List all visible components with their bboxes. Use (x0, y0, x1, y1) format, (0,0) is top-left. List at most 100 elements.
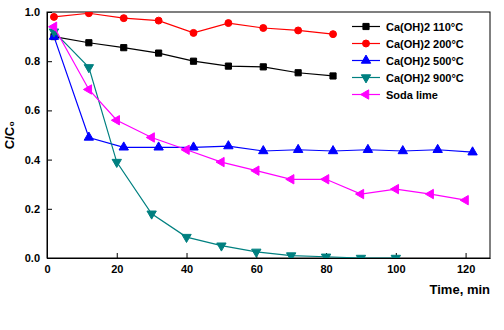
series-marker (295, 70, 301, 76)
legend-label: Ca(OH)2 500°C (386, 55, 464, 67)
series-marker (259, 146, 268, 154)
y-tick-label: 0.6 (25, 104, 40, 116)
x-tick-mark (117, 253, 118, 258)
series-marker (49, 22, 57, 31)
y-axis-line (47, 13, 48, 259)
x-tick: 100 (387, 253, 405, 275)
x-tick-label: 0 (44, 263, 50, 275)
x-tick-label: 20 (111, 263, 123, 275)
legend-item: Ca(OH)2 110°C (352, 21, 463, 33)
y-tick-label: 0.0 (25, 252, 40, 264)
series-marker (216, 157, 224, 166)
series-marker (225, 63, 231, 69)
series-marker (146, 133, 154, 142)
x-axis-line (48, 258, 491, 259)
y-tick-mark (47, 61, 52, 62)
legend-item: Soda lime (352, 89, 438, 101)
series-marker (154, 142, 163, 150)
y-tick: 0.4 (25, 154, 52, 166)
series-marker (321, 254, 330, 258)
series-marker (225, 20, 232, 27)
y-tick: 0.0 (25, 252, 52, 264)
y-tick-mark (47, 209, 52, 210)
y-tick: 0.8 (25, 55, 52, 67)
y-tick-mark (47, 258, 52, 259)
series-marker (286, 253, 295, 258)
series-marker (119, 142, 128, 150)
series-marker (121, 45, 127, 51)
series-marker (120, 15, 127, 22)
series-marker (391, 255, 400, 258)
chart: 0 20 40 60 80 100 120 0.0 0.2 0.4 0.6 0.8 1.0 Ca(OH)2… (0, 0, 504, 330)
legend-item: Ca(OH)2 200°C (352, 38, 464, 50)
series-marker (295, 27, 302, 34)
x-tick-label: 80 (320, 263, 332, 275)
x-tick-mark (187, 253, 188, 258)
y-tick: 1.0 (25, 6, 52, 18)
legend-box (346, 14, 488, 107)
series-marker (189, 142, 198, 150)
series-marker (363, 144, 372, 152)
series-marker (112, 159, 121, 167)
series-marker (425, 189, 433, 198)
series-marker (398, 146, 407, 154)
y-axis: 0.0 0.2 0.4 0.6 0.8 1.0 (25, 6, 52, 264)
series-marker (111, 116, 119, 125)
series-marker (460, 196, 468, 205)
x-tick-label: 100 (387, 263, 405, 275)
y-tick-mark (47, 160, 52, 161)
series-marker (286, 175, 294, 184)
x-tick-mark (466, 253, 467, 258)
series-marker (86, 40, 92, 46)
y-tick-mark (47, 110, 52, 111)
plot: 0 20 40 60 80 100 120 0.0 0.2 0.4 0.6 0.8 1.0 Ca(OH)2… (25, 6, 491, 275)
series-marker (468, 147, 477, 155)
y-tick-mark (47, 12, 52, 13)
series-marker (252, 249, 261, 257)
x-axis-title: Time, min (430, 282, 491, 297)
legend-label: Ca(OH)2 200°C (386, 38, 464, 50)
series-marker (321, 175, 329, 184)
series-marker (356, 189, 364, 198)
series-marker (390, 184, 398, 193)
x-axis: 0 20 40 60 80 100 120 (44, 253, 490, 275)
series-marker (224, 141, 233, 149)
series-marker (182, 234, 191, 242)
x-tick-label: 120 (457, 263, 475, 275)
x-tick: 40 (181, 253, 193, 275)
series-line (54, 32, 396, 258)
series-marker (85, 12, 92, 17)
series-marker (260, 25, 267, 32)
legend: Ca(OH)2 110°C Ca(OH)2 200°C Ca(OH)2 500°C C… (346, 14, 488, 107)
series-marker (251, 166, 259, 175)
series-marker (356, 255, 365, 258)
legend-label: Ca(OH)2 110°C (386, 21, 463, 33)
y-tick: 0.2 (25, 203, 52, 215)
series-marker (83, 85, 91, 94)
legend-marker (363, 40, 370, 47)
y-tick-label: 0.2 (25, 203, 40, 215)
y-tick-label: 0.4 (25, 154, 41, 166)
series-marker (156, 50, 162, 56)
series-marker (190, 29, 197, 36)
x-tick-label: 40 (181, 263, 193, 275)
plot-frame (47, 12, 490, 258)
series-marker (433, 144, 442, 152)
legend-marker (361, 55, 370, 63)
series-marker (330, 31, 337, 38)
x-tick: 80 (320, 253, 332, 275)
y-tick-label: 0.8 (25, 55, 40, 67)
legend-marker (361, 90, 369, 99)
series-marker (155, 17, 162, 24)
legend-label: Ca(OH)2 900°C (386, 72, 464, 84)
x-tick-label: 60 (251, 263, 263, 275)
series-marker (84, 65, 93, 73)
series-marker (260, 64, 266, 70)
legend-item: Ca(OH)2 500°C (352, 55, 464, 67)
series-marker (330, 73, 336, 79)
series-marker (328, 146, 337, 154)
y-tick: 0.6 (25, 104, 52, 116)
series-line (54, 37, 333, 76)
y-axis-title: C/C₀ (2, 121, 17, 149)
x-tick: 20 (111, 253, 123, 275)
